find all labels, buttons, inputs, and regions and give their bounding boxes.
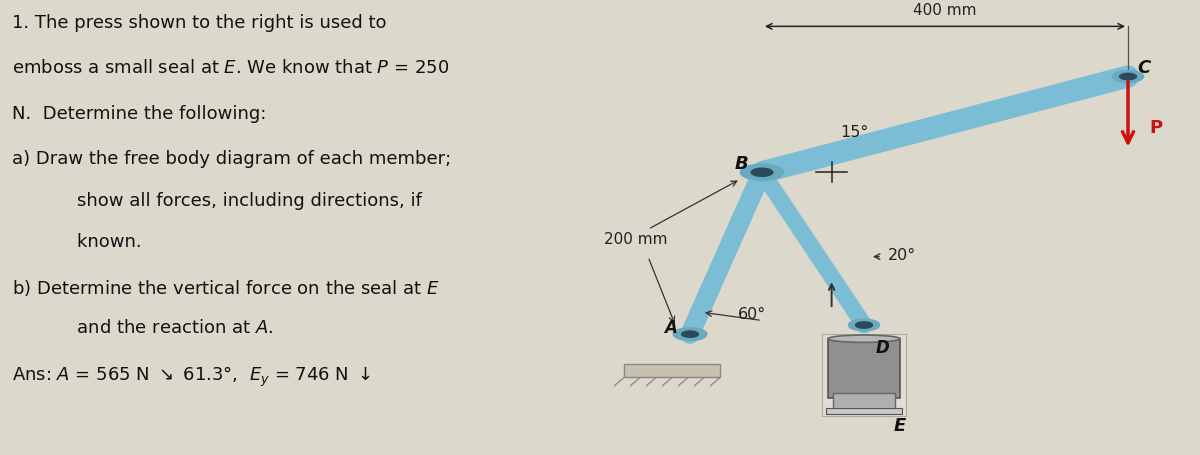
Text: a) Draw the free body diagram of each member;: a) Draw the free body diagram of each me… (12, 150, 451, 168)
Text: 200 mm: 200 mm (605, 232, 667, 247)
Circle shape (1120, 74, 1136, 81)
Text: B: B (734, 154, 748, 172)
Ellipse shape (828, 335, 900, 343)
Text: A: A (664, 318, 677, 336)
Bar (624, 364, 720, 378)
Circle shape (740, 165, 784, 181)
Text: E: E (894, 416, 906, 434)
Text: emboss a small seal at $E$. We know that $P$ = 250: emboss a small seal at $E$. We know that… (12, 59, 449, 77)
Circle shape (682, 331, 698, 338)
Circle shape (856, 322, 872, 329)
Text: and the reaction at $A$.: and the reaction at $A$. (54, 318, 274, 336)
Text: show all forces, including directions, if: show all forces, including directions, i… (54, 191, 422, 209)
Circle shape (751, 169, 773, 177)
Text: 400 mm: 400 mm (913, 3, 977, 18)
Circle shape (673, 328, 707, 341)
Bar (822, 334, 906, 416)
Text: 1. The press shown to the right is used to: 1. The press shown to the right is used … (12, 14, 386, 31)
Text: Ans: $A$ = 565 N $\searrow$ 61.3°,  $E_y$ = 746 N $\downarrow$: Ans: $A$ = 565 N $\searrow$ 61.3°, $E_y$… (12, 364, 371, 388)
Text: 60°: 60° (738, 307, 767, 322)
Circle shape (1112, 71, 1144, 83)
Text: 20°: 20° (888, 248, 917, 263)
Text: C: C (1138, 59, 1151, 77)
Text: b) Determine the vertical force on the seal at $E$: b) Determine the vertical force on the s… (12, 278, 439, 298)
Text: 15°: 15° (840, 125, 869, 140)
Bar (826, 409, 902, 414)
Text: D: D (876, 339, 889, 357)
Text: known.: known. (54, 232, 142, 250)
Bar (833, 394, 895, 412)
Text: P: P (1150, 118, 1163, 136)
Text: N.  Determine the following:: N. Determine the following: (12, 105, 266, 122)
Bar (828, 339, 900, 398)
Circle shape (848, 319, 880, 331)
